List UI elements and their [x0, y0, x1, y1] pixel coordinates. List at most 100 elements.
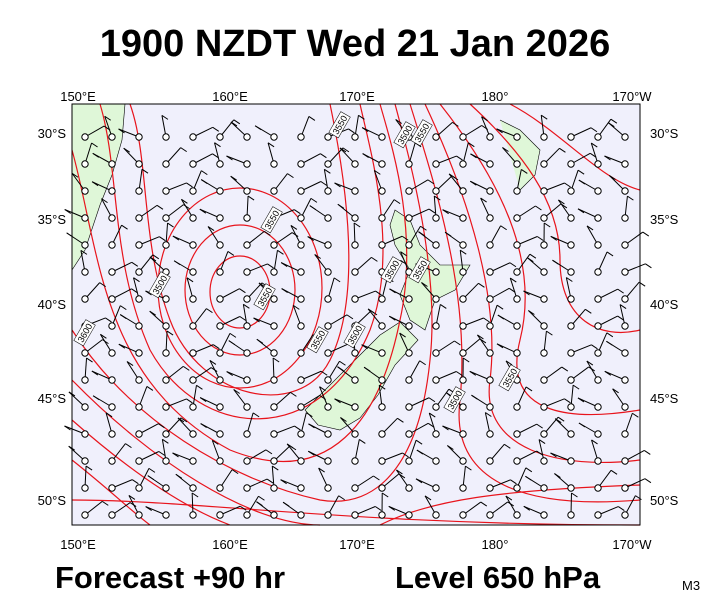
wind-station — [540, 349, 548, 357]
wind-station — [405, 187, 413, 195]
wind-barb-flag — [156, 204, 164, 210]
wind-barb-flag — [477, 334, 484, 340]
contour-label-box — [408, 256, 431, 284]
wind-station — [162, 322, 170, 330]
wind-station — [567, 484, 575, 492]
wind-station — [135, 214, 143, 222]
wind-station — [540, 376, 548, 384]
wind-station — [135, 511, 143, 519]
wind-station — [621, 349, 629, 357]
wind-station — [378, 457, 386, 465]
wind-station — [162, 511, 170, 519]
wind-station — [486, 403, 494, 411]
wind-station — [351, 214, 359, 222]
wind-station — [297, 349, 305, 357]
wind-barb-flag — [577, 208, 585, 214]
wind-station — [405, 241, 413, 249]
wind-station — [189, 241, 197, 249]
wind-barb-flag — [310, 197, 318, 203]
wind-station — [324, 187, 332, 195]
wind-barb-flag — [558, 199, 565, 205]
wind-station — [270, 457, 278, 465]
wind-barb-flag — [206, 308, 213, 314]
lon-label-top: 180° — [482, 89, 509, 104]
wind-barb-flag — [252, 412, 260, 418]
wind-station — [162, 187, 170, 195]
wind-station — [243, 403, 251, 411]
wind-station — [108, 187, 116, 195]
wind-station — [540, 322, 548, 330]
wind-barb-flag — [525, 467, 533, 473]
wind-station — [135, 349, 143, 357]
wind-station — [378, 241, 386, 249]
contour — [71, 379, 321, 526]
lat-label-left: 30°S — [38, 126, 67, 141]
wind-station — [108, 457, 116, 465]
lat-label-right: 45°S — [650, 391, 679, 406]
wind-barb-flag — [266, 478, 274, 484]
wind-station — [351, 241, 359, 249]
wind-barb-flag — [175, 473, 183, 479]
wind-station — [594, 484, 602, 492]
frame-border — [71, 103, 641, 526]
wind-station — [243, 484, 251, 492]
wind-station — [270, 133, 278, 141]
wind-barb-flag — [71, 172, 79, 178]
wind-barb-flag — [287, 173, 294, 179]
wind-station — [189, 133, 197, 141]
wind-station — [270, 295, 278, 303]
wind-barb-flag — [586, 360, 594, 366]
wind-station — [378, 295, 386, 303]
wind-barb-flag — [367, 308, 375, 314]
wind-station — [270, 322, 278, 330]
wind-barb-flag — [243, 303, 250, 309]
wind-stations — [64, 114, 652, 519]
wind-station — [405, 322, 413, 330]
wind-barb-flag — [265, 449, 273, 455]
wind-station — [216, 160, 224, 168]
wind-station — [567, 187, 575, 195]
wind-barb-flag — [470, 153, 477, 159]
wind-station — [405, 484, 413, 492]
wind-barb-flag — [610, 118, 618, 124]
wind-station — [621, 160, 629, 168]
wind-station — [297, 268, 305, 276]
wind-barb-flag — [554, 473, 561, 478]
wind-barb-flag — [342, 147, 350, 153]
wind-station — [324, 430, 332, 438]
lon-label-bottom: 170°W — [612, 537, 652, 552]
wind-station — [162, 457, 170, 465]
wind-station — [270, 160, 278, 168]
wind-barb-flag — [100, 333, 107, 339]
wind-barb-flag — [521, 169, 528, 174]
wind-barb-flag — [447, 445, 454, 450]
wind-barb-flag — [177, 417, 185, 423]
wind-station — [243, 214, 251, 222]
wind-barb-flag — [161, 114, 169, 120]
contour — [439, 103, 641, 416]
wind-barb-flag — [496, 304, 504, 310]
wind-barb-flag — [152, 254, 160, 260]
wind-station — [486, 268, 494, 276]
wind-barb-flag — [485, 412, 492, 417]
wind-station — [351, 187, 359, 195]
wind-barb-flag — [339, 360, 346, 366]
wind-station — [351, 511, 359, 519]
wind-station — [162, 160, 170, 168]
wind-station — [351, 484, 359, 492]
wind-barb-flag — [525, 386, 533, 392]
wind-station — [81, 376, 89, 384]
wind-station — [162, 133, 170, 141]
wind-barb-flag — [561, 366, 569, 372]
wind-barb-flag — [267, 142, 275, 148]
wind-station — [81, 295, 89, 303]
wind-barb-flag — [320, 370, 328, 376]
wind-station — [135, 484, 143, 492]
wind-barb-flag — [448, 173, 456, 179]
wind-station — [486, 241, 494, 249]
wind-barb-flag — [591, 344, 598, 350]
wind-barb-flag — [337, 203, 345, 209]
wind-station — [81, 160, 89, 168]
wind-station — [621, 457, 629, 465]
wind-barb-flag — [361, 127, 369, 132]
